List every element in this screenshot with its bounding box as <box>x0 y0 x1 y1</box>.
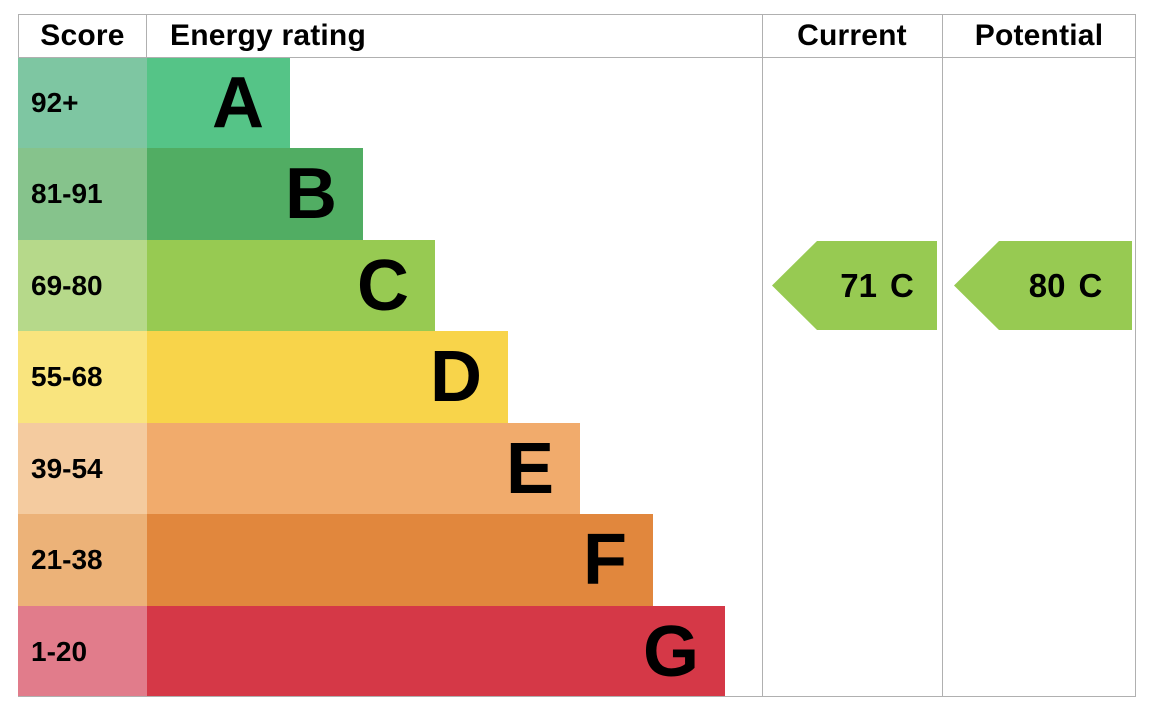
potential-column-header: Potential <box>974 18 1104 52</box>
band-letter: C <box>357 245 409 326</box>
current-rating-value: 71 <box>840 266 877 304</box>
band-letter: E <box>505 428 554 509</box>
band-letter: B <box>285 154 337 234</box>
band-score-cell: 92+ <box>18 57 147 148</box>
current-rating-arrow: 71 C <box>772 241 937 330</box>
band-bar-E: E <box>147 423 580 514</box>
band-score-cell: 69-80 <box>18 240 147 331</box>
energy-rating-column-header: Energy rating <box>170 18 366 52</box>
band-score-cell: 81-91 <box>18 148 147 240</box>
table-bottom-border <box>18 696 1136 697</box>
energy-current-divider <box>762 14 763 697</box>
score-column-header: Score <box>40 18 125 52</box>
band-score-cell: 21-38 <box>18 514 147 606</box>
potential-rating-arrow: 80 C <box>954 241 1132 330</box>
header-left-border <box>18 14 19 57</box>
band-bar-B: B <box>147 148 363 240</box>
table-right-border <box>1135 14 1136 697</box>
band-letter: F <box>583 520 627 600</box>
band-letter: D <box>430 337 482 417</box>
band-score-cell: 1-20 <box>18 606 147 697</box>
band-letter: A <box>212 62 264 143</box>
current-potential-divider <box>942 14 943 697</box>
score-energy-divider <box>146 14 147 57</box>
table-top-border <box>18 14 1136 15</box>
header-bottom-border <box>18 57 1136 58</box>
current-rating-letter: C <box>889 266 914 304</box>
band-bar-F: F <box>147 514 653 606</box>
band-score-cell: 55-68 <box>18 331 147 423</box>
current-column-header: Current <box>797 18 907 52</box>
band-score-cell: 39-54 <box>18 423 147 514</box>
potential-rating-letter: C <box>1078 266 1103 304</box>
band-bar-G: G <box>147 606 725 697</box>
band-bar-D: D <box>147 331 508 423</box>
band-bar-C: C <box>147 240 435 331</box>
band-bar-A: A <box>147 57 290 148</box>
band-letter: G <box>642 611 699 692</box>
potential-rating-value: 80 <box>1028 266 1066 304</box>
